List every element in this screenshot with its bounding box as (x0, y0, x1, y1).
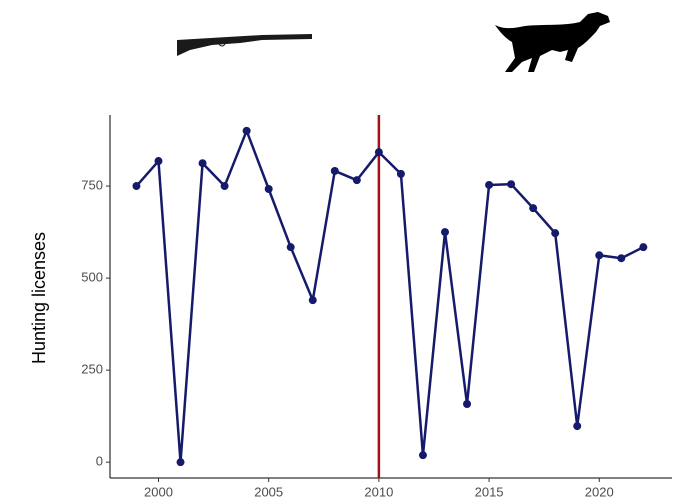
data-point (419, 451, 427, 459)
x-tick-label: 2000 (144, 484, 173, 499)
dog-icon (495, 12, 610, 72)
data-point (331, 167, 339, 175)
x-tick-label: 2020 (585, 484, 614, 499)
series-line (136, 131, 643, 462)
chart: Hunting licenses 0 250 500 750 2000 2005 2010 2… (0, 0, 676, 500)
rifle-icon (177, 34, 312, 56)
data-point (154, 157, 162, 165)
data-point (529, 204, 537, 212)
data-point (507, 180, 515, 188)
y-axis-title: Hunting licenses (29, 232, 49, 364)
data-point (221, 182, 229, 190)
data-point (595, 251, 603, 259)
data-point (573, 422, 581, 430)
y-tick-label: 750 (81, 177, 103, 192)
y-tick-label: 250 (81, 362, 103, 377)
data-point (177, 458, 185, 466)
x-tick-label: 2010 (364, 484, 393, 499)
data-point (463, 400, 471, 408)
data-point (265, 185, 273, 193)
data-point (551, 229, 559, 237)
data-point (287, 243, 295, 251)
data-point (617, 254, 625, 262)
data-point (397, 170, 405, 178)
y-tick-label: 500 (81, 270, 103, 285)
x-tick-label: 2015 (475, 484, 504, 499)
data-point (485, 181, 493, 189)
data-point (375, 148, 383, 156)
data-point (441, 228, 449, 236)
data-point (639, 243, 647, 251)
page: {"chart_data": {"type": "line", "y_label… (0, 0, 676, 500)
data-point (309, 296, 317, 304)
y-tick-label: 0 (96, 454, 103, 469)
data-point (199, 159, 207, 167)
x-tick-label: 2005 (254, 484, 283, 499)
data-point (353, 176, 361, 184)
data-point (132, 182, 140, 190)
data-point (243, 127, 251, 135)
